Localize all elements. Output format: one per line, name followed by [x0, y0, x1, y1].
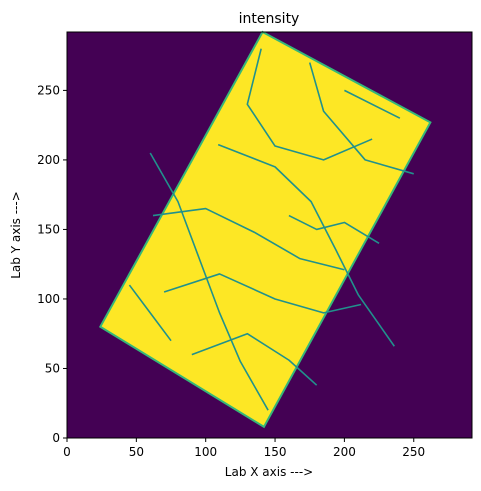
x-axis: 0 50 100 150 200 250	[63, 438, 425, 459]
grain-boundary-line	[308, 62, 414, 175]
grain-boundary-line	[217, 143, 395, 347]
x-tick-label: 250	[402, 445, 425, 459]
grain-boundaries	[128, 48, 414, 411]
sample-region	[98, 30, 432, 429]
grain-boundary-line	[128, 284, 172, 342]
x-tick-label: 200	[333, 445, 356, 459]
grain-boundary-line	[246, 48, 373, 161]
grain-boundary-line	[288, 214, 380, 245]
y-tick-label: 200	[37, 153, 60, 167]
plot-area	[66, 30, 473, 439]
y-axis: 0 50 100 150 200 250	[37, 83, 67, 445]
grain-boundary-line	[163, 273, 362, 314]
grain-boundary-line	[149, 152, 269, 411]
y-tick-label: 100	[37, 292, 60, 306]
y-tick-label: 150	[37, 222, 60, 236]
x-tick-label: 50	[129, 445, 144, 459]
grain-boundary-line	[344, 89, 401, 119]
x-tick-label: 0	[63, 445, 71, 459]
x-tick-label: 100	[194, 445, 217, 459]
grain-boundary-line	[152, 207, 345, 271]
y-tick-label: 250	[37, 83, 60, 97]
grain-boundary-line	[191, 332, 318, 386]
plot-frame	[66, 31, 473, 439]
y-axis-label: Lab Y axis --->	[9, 191, 23, 279]
x-tick-label: 150	[264, 445, 287, 459]
y-tick-label: 0	[52, 431, 60, 445]
y-tick-label: 50	[45, 361, 60, 375]
chart-title: intensity	[239, 11, 300, 27]
x-axis-label: Lab X axis --->	[225, 465, 313, 479]
